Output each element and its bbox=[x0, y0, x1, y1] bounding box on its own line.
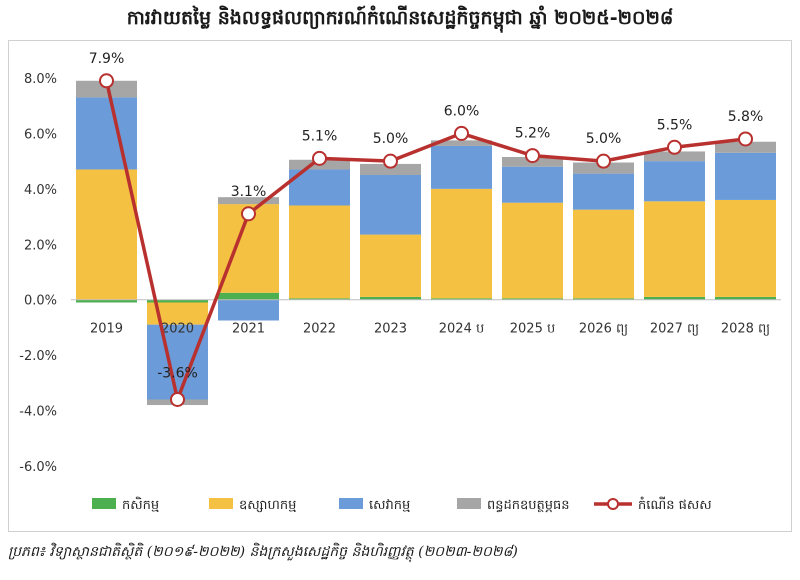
legend-swatch bbox=[92, 498, 116, 509]
y-tick-label: 8.0% bbox=[24, 72, 57, 87]
data-label: 5.5% bbox=[657, 117, 693, 133]
x-tick-label: 2027 ព្យ bbox=[650, 322, 699, 337]
y-tick-label: 2.0% bbox=[24, 238, 57, 253]
x-tick-label: 2022 bbox=[303, 322, 336, 337]
bar-segment bbox=[431, 145, 492, 189]
data-label: 5.0% bbox=[373, 131, 409, 147]
bar-segment bbox=[360, 163, 421, 175]
legend-swatch bbox=[457, 498, 481, 509]
data-label: 5.0% bbox=[586, 131, 622, 147]
y-tick-label: 6.0% bbox=[24, 127, 57, 142]
bar-segment bbox=[76, 97, 137, 170]
data-label: 6.0% bbox=[444, 103, 480, 119]
x-tick-label: 2019 bbox=[90, 322, 123, 337]
legend-label: កំណើន ផសស bbox=[638, 496, 712, 513]
y-tick-label: 4.0% bbox=[24, 183, 57, 198]
bar-segment bbox=[644, 151, 705, 162]
legend-swatch bbox=[339, 498, 363, 509]
bar-segment bbox=[573, 209, 634, 299]
growth-line bbox=[104, 80, 746, 402]
legend-label: ឧស្សាហកម្ម bbox=[239, 498, 296, 513]
y-tick-label: -2.0% bbox=[19, 349, 57, 364]
growth-point bbox=[738, 131, 753, 147]
legend-marker bbox=[607, 498, 619, 510]
legend-label: កសិកម្ម bbox=[122, 496, 159, 513]
bar-segment bbox=[289, 205, 350, 299]
data-label: -3.6% bbox=[157, 365, 198, 381]
bar-segment bbox=[218, 197, 279, 205]
legend-swatch bbox=[209, 498, 233, 509]
legend-label: ពន្ធដកឧបត្ថម្ភធន bbox=[487, 498, 570, 513]
data-label: 5.2% bbox=[515, 126, 551, 142]
bar-segment bbox=[502, 298, 563, 300]
x-tick-label: 2021 bbox=[232, 322, 265, 337]
bar-segment bbox=[76, 169, 137, 300]
growth-point bbox=[596, 153, 611, 169]
bar-segment bbox=[715, 152, 776, 200]
bar-segment bbox=[502, 202, 563, 299]
x-tick-label: 2020 bbox=[161, 322, 194, 337]
bar-segment bbox=[147, 324, 208, 400]
bar-segment bbox=[644, 296, 705, 300]
growth-point bbox=[241, 206, 256, 222]
growth-point bbox=[667, 139, 682, 155]
chart-frame: 8.0% 6.0% 4.0% 2.0% 0.0% -2.0% -4.0% -6.0% 2019 2… bbox=[8, 40, 792, 532]
bar-segment bbox=[644, 201, 705, 297]
bar-segment bbox=[715, 199, 776, 297]
x-tick-label: 2028 ព្យ bbox=[721, 322, 770, 337]
bar-segment bbox=[715, 296, 776, 300]
bar-segment bbox=[360, 175, 421, 235]
growth-point bbox=[383, 153, 398, 169]
x-tick-label: 2023 bbox=[374, 322, 407, 337]
bar-segment bbox=[76, 299, 137, 303]
x-tick-label: 2025 ប bbox=[510, 322, 555, 337]
bar-segment bbox=[360, 296, 421, 300]
bar-segment bbox=[431, 298, 492, 300]
bar-segment bbox=[431, 140, 492, 146]
data-label: 5.1% bbox=[302, 128, 338, 144]
bar-segment bbox=[431, 188, 492, 299]
growth-point bbox=[99, 73, 114, 89]
bar-segment bbox=[76, 80, 137, 98]
bar-segment bbox=[218, 292, 279, 300]
bar-segment bbox=[502, 166, 563, 203]
bar-segment bbox=[573, 298, 634, 300]
data-label: 5.8% bbox=[728, 109, 764, 125]
bar-segment bbox=[573, 173, 634, 210]
growth-point bbox=[454, 125, 469, 141]
chart-svg: 8.0% 6.0% 4.0% 2.0% 0.0% -2.0% -4.0% -6.0% 2019 2… bbox=[19, 51, 781, 513]
growth-point bbox=[170, 391, 185, 407]
bar-segment bbox=[644, 161, 705, 202]
bar-segment bbox=[715, 141, 776, 153]
source-note: ប្រភព៖ វិទ្យាស្ថានជាតិស្ថិតិ (២០១៩-២០២២)… bbox=[8, 544, 518, 560]
bar-segment bbox=[289, 298, 350, 300]
bar-segment bbox=[218, 299, 279, 321]
x-tick-label: 2024 ប bbox=[439, 322, 484, 337]
x-tick-label: 2026 ព្យ bbox=[579, 322, 628, 337]
y-tick-label: -4.0% bbox=[19, 405, 57, 420]
data-label: 7.9% bbox=[89, 51, 125, 67]
chart-title: ការវាយតម្លៃ និងលទ្ធផលព្យាករណ៍កំណើនសេដ្ឋក… bbox=[126, 7, 674, 29]
bar-segment bbox=[360, 234, 421, 297]
y-tick-label: -6.0% bbox=[19, 460, 57, 475]
data-label: 3.1% bbox=[231, 184, 267, 200]
legend-label: សេវាកម្ម bbox=[369, 498, 410, 513]
bar-segment bbox=[147, 299, 208, 303]
y-tick-label: 0.0% bbox=[24, 294, 57, 309]
growth-point bbox=[525, 148, 540, 164]
growth-point bbox=[312, 150, 327, 166]
bar-segment bbox=[147, 302, 208, 325]
